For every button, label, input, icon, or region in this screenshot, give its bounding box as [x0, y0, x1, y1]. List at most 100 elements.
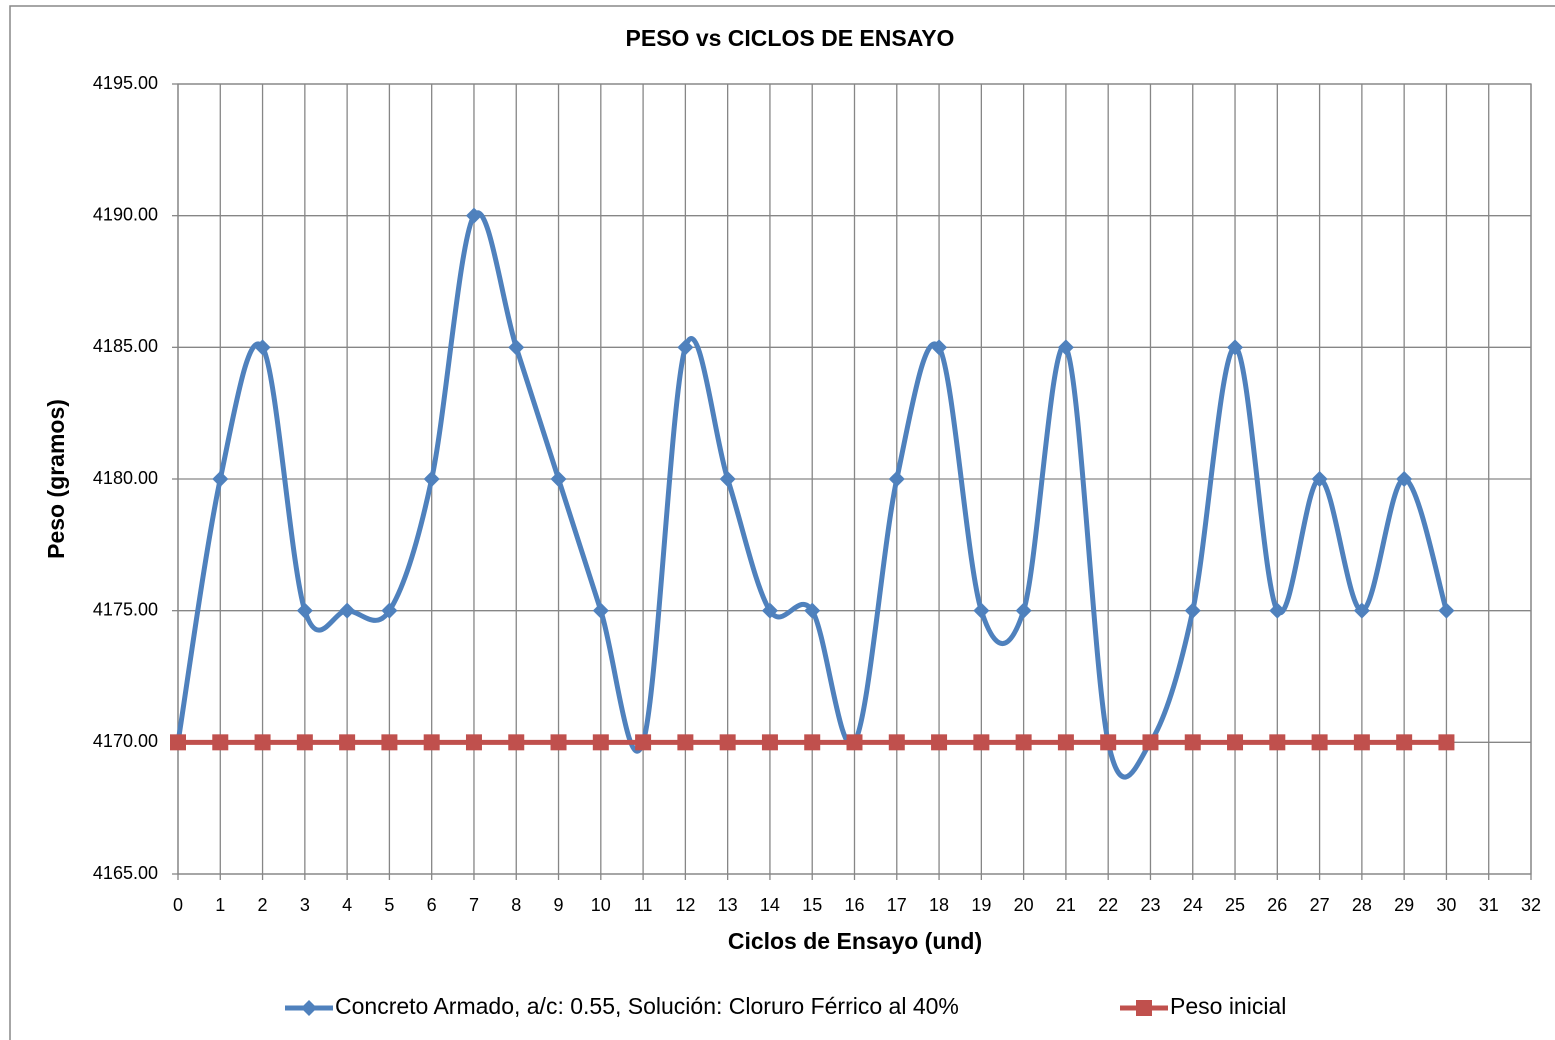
y-tick-label: 4185.00 [93, 336, 158, 356]
marker [339, 734, 356, 751]
marker [761, 734, 778, 751]
marker [1057, 734, 1074, 751]
marker [1438, 734, 1455, 751]
x-tick-label: 28 [1352, 895, 1372, 915]
marker [381, 734, 398, 751]
x-tick-label: 15 [802, 895, 822, 915]
marker [888, 734, 905, 751]
x-tick-label: 25 [1225, 895, 1245, 915]
x-tick-label: 23 [1140, 895, 1160, 915]
marker [1227, 339, 1244, 356]
chart-frame [9, 5, 1555, 1040]
marker [1100, 734, 1117, 751]
marker [1353, 734, 1370, 751]
marker [550, 734, 567, 751]
legend-label: Concreto Armado, a/c: 0.55, Solución: Cl… [335, 993, 959, 1019]
marker [1269, 602, 1286, 619]
marker [254, 339, 271, 356]
marker [1269, 734, 1286, 751]
marker [761, 602, 778, 619]
x-tick-label: 0 [173, 895, 183, 915]
marker [465, 207, 482, 224]
x-tick-label: 30 [1436, 895, 1456, 915]
marker [465, 734, 482, 751]
legend-label: Peso inicial [1170, 993, 1286, 1019]
marker [973, 602, 990, 619]
y-tick-label: 4175.00 [93, 599, 158, 619]
x-tick-label: 4 [342, 895, 352, 915]
x-tick-label: 16 [844, 895, 864, 915]
y-tick-label: 4180.00 [93, 468, 158, 488]
marker [804, 734, 821, 751]
marker [550, 471, 567, 487]
x-tick-label: 29 [1394, 895, 1414, 915]
marker [1184, 602, 1201, 619]
marker [973, 734, 990, 751]
y-tick-label: 4195.00 [93, 73, 158, 93]
y-tick-label: 4170.00 [93, 731, 158, 751]
marker [931, 339, 948, 356]
x-tick-label: 32 [1521, 895, 1541, 915]
marker [508, 339, 525, 356]
marker [1438, 602, 1455, 619]
marker [931, 734, 948, 751]
marker [1015, 734, 1032, 751]
x-tick-label: 20 [1014, 895, 1034, 915]
marker [212, 471, 229, 487]
marker [1057, 339, 1074, 356]
marker [1396, 734, 1413, 751]
marker [592, 602, 609, 619]
marker [1136, 1000, 1152, 1016]
x-tick-label: 31 [1479, 895, 1499, 915]
marker [677, 339, 694, 356]
marker [296, 734, 313, 751]
x-tick-label: 1 [215, 895, 225, 915]
x-tick-label: 6 [427, 895, 437, 915]
marker [1142, 734, 1159, 751]
y-tick-label: 4165.00 [93, 863, 158, 883]
marker [592, 734, 609, 751]
marker [635, 734, 652, 751]
x-tick-label: 13 [718, 895, 738, 915]
x-tick-label: 3 [300, 895, 310, 915]
marker [677, 734, 694, 751]
marker [423, 734, 440, 751]
marker [719, 471, 736, 487]
marker [508, 734, 525, 751]
x-tick-label: 27 [1310, 895, 1330, 915]
marker [719, 734, 736, 751]
marker [423, 471, 440, 487]
marker [381, 602, 398, 619]
marker [170, 734, 186, 751]
marker [804, 602, 821, 619]
plot-border [177, 83, 1532, 875]
marker [301, 1000, 317, 1016]
x-tick-label: 26 [1267, 895, 1287, 915]
x-tick-label: 10 [591, 895, 611, 915]
x-axis-title: Ciclos de Ensayo (und) [728, 928, 982, 954]
marker [1396, 471, 1413, 487]
marker [212, 734, 229, 751]
marker [846, 734, 863, 751]
marker [1015, 602, 1032, 619]
marker [1353, 602, 1370, 619]
marker [1311, 734, 1328, 751]
x-tick-label: 21 [1056, 895, 1076, 915]
x-tick-label: 17 [887, 895, 907, 915]
x-tick-label: 19 [971, 895, 991, 915]
x-tick-label: 7 [469, 895, 479, 915]
x-tick-label: 2 [258, 895, 268, 915]
y-tick-label: 4190.00 [93, 204, 158, 224]
x-tick-label: 14 [760, 895, 780, 915]
x-tick-label: 18 [929, 895, 949, 915]
y-axis-title: Peso (gramos) [43, 399, 69, 559]
x-tick-label: 9 [554, 895, 564, 915]
x-tick-label: 22 [1098, 895, 1118, 915]
x-tick-label: 12 [675, 895, 695, 915]
marker [1184, 734, 1201, 751]
marker [296, 602, 313, 619]
x-tick-label: 8 [511, 895, 521, 915]
chart-title: PESO vs CICLOS DE ENSAYO [626, 25, 955, 51]
